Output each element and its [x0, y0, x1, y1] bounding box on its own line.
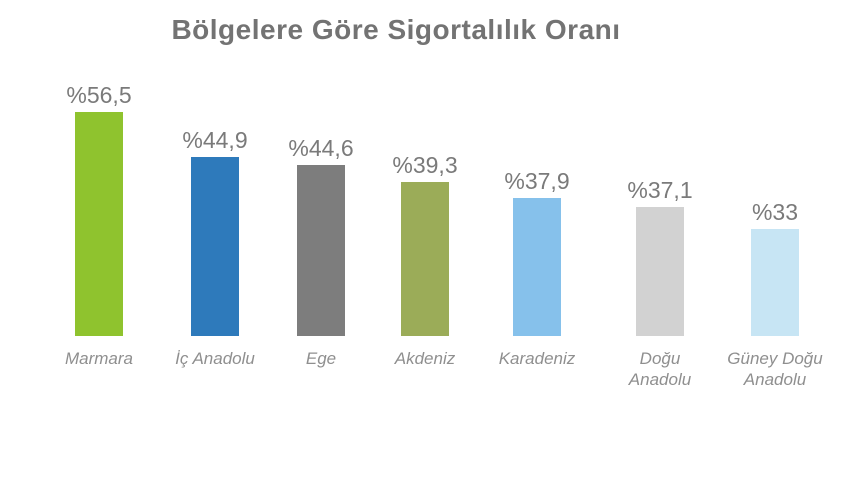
bar-category-label: Ege [305, 349, 337, 368]
bar-value-label: %39,3 [392, 152, 458, 178]
bar-value-label: %33 [751, 199, 799, 225]
bar-value-label: %44,6 [288, 135, 354, 161]
bar-value-label: %44,9 [182, 127, 248, 153]
bar-category-label: Güney Doğu Anadolu [727, 349, 823, 389]
bar [191, 157, 239, 336]
bar [297, 165, 345, 336]
bar-category-label: Akdeniz [394, 349, 456, 368]
bar-category-label: Karadeniz [498, 349, 576, 368]
bar [513, 198, 561, 336]
bar-category-label: Marmara [64, 349, 133, 368]
bar-category-label: Doğu Anadolu [628, 349, 692, 389]
bar [75, 112, 123, 336]
bar [636, 207, 684, 336]
bar [751, 229, 799, 336]
bar-category-label: İç Anadolu [175, 349, 255, 368]
bar-value-label: %56,5 [66, 82, 132, 108]
bar-value-label: %37,1 [627, 177, 693, 203]
bar [401, 182, 449, 336]
chart-title: Bölgelere Göre Sigortalılık Oranı [171, 14, 621, 45]
bar-value-label: %37,9 [504, 168, 570, 194]
